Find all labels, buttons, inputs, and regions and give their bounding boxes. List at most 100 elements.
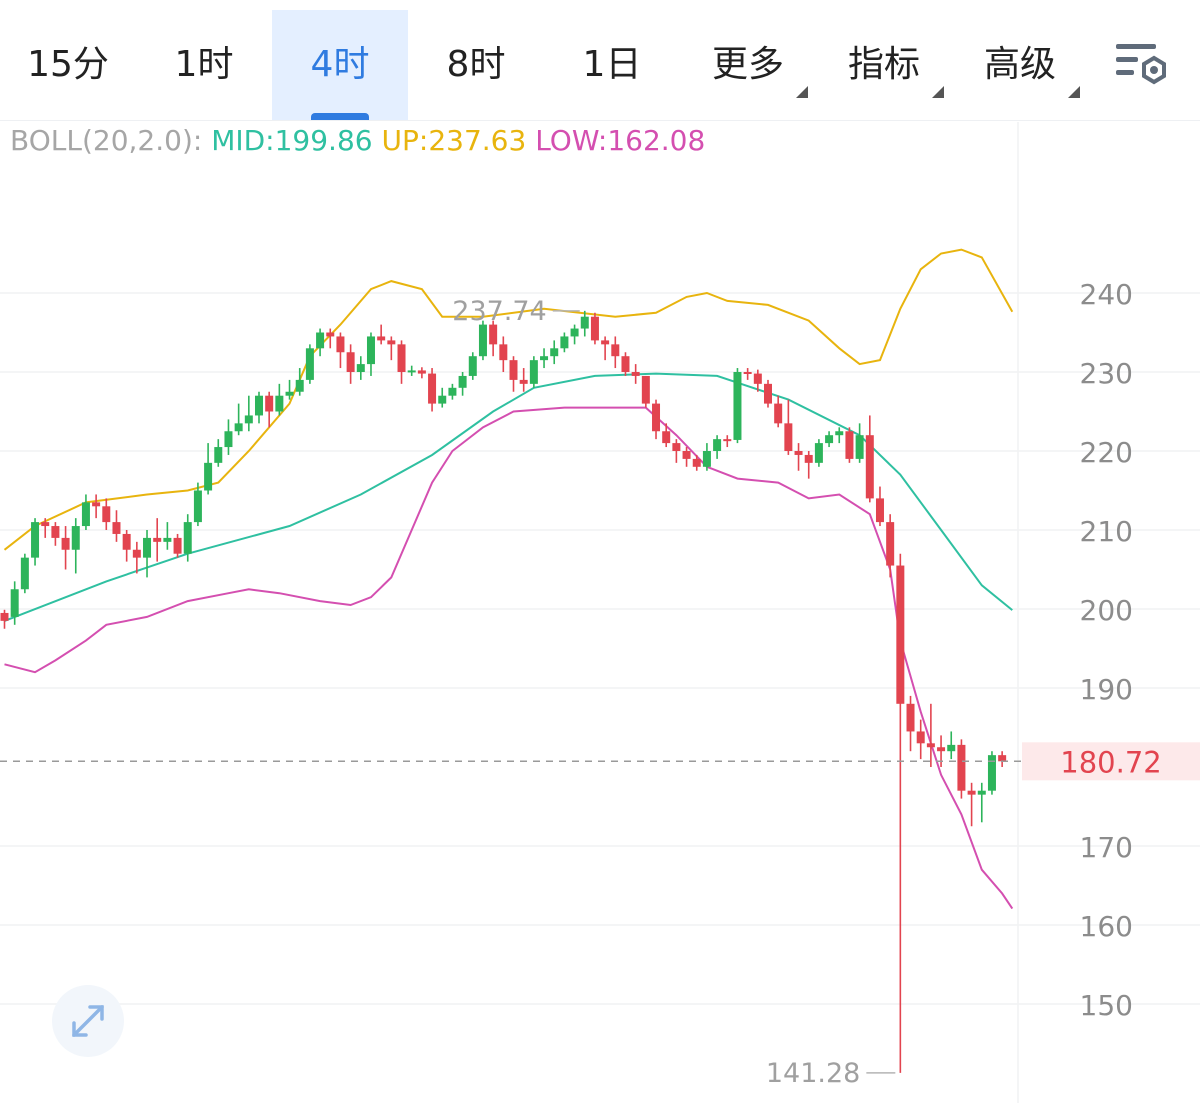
candle-body — [998, 755, 1007, 762]
y-axis-tick-label: 150 — [1080, 989, 1133, 1022]
candle-body — [662, 431, 671, 444]
candle-body — [774, 403, 783, 424]
candle — [987, 751, 996, 795]
candle — [377, 324, 386, 345]
candle — [977, 782, 986, 823]
candle-body — [31, 522, 40, 558]
candle — [326, 328, 335, 349]
candle-body — [937, 747, 946, 752]
candle-body — [0, 612, 9, 621]
candle — [112, 510, 121, 542]
y-axis-tick-label: 240 — [1080, 278, 1133, 311]
y-axis-tick-label: 220 — [1080, 436, 1133, 469]
y-axis-tick-label: 190 — [1080, 673, 1133, 706]
candle — [998, 751, 1007, 767]
candle-body — [743, 372, 752, 374]
candle-body — [51, 526, 60, 538]
candle-body — [560, 336, 569, 349]
candle-body — [407, 370, 416, 373]
candle — [713, 435, 722, 459]
candle — [947, 731, 956, 760]
candle-body — [356, 364, 365, 372]
candle-body — [326, 332, 335, 337]
candle-body — [244, 415, 253, 424]
candle — [682, 447, 691, 467]
candle-body — [285, 391, 294, 396]
tab-indicators[interactable]: 指标 — [816, 10, 952, 120]
candle — [835, 427, 844, 444]
candle — [733, 368, 742, 444]
candle-body — [733, 372, 742, 440]
dropdown-caret-icon — [1068, 86, 1080, 98]
candle — [478, 320, 487, 361]
candle — [489, 320, 498, 357]
chart-settings-button[interactable] — [1112, 40, 1172, 90]
candle — [540, 348, 549, 369]
candle — [794, 443, 803, 471]
tab-1d[interactable]: 1日 — [544, 10, 680, 120]
candle — [804, 451, 813, 479]
last-price-label: 180.72 — [1060, 745, 1161, 779]
candle-body — [305, 348, 314, 380]
candle-body — [926, 743, 935, 748]
candle — [132, 541, 141, 574]
candle — [346, 344, 355, 384]
candle-body — [478, 324, 487, 357]
candle — [631, 364, 640, 384]
candle — [448, 383, 457, 400]
candle — [967, 782, 976, 827]
candle — [81, 494, 90, 530]
candle — [529, 356, 538, 388]
active-tab-indicator — [311, 113, 369, 120]
tab-label: 更多 — [711, 44, 784, 85]
y-axis-tick-label: 230 — [1080, 357, 1133, 390]
candle — [723, 435, 732, 448]
tab-4h[interactable]: 4时 — [272, 10, 408, 120]
candle — [784, 399, 793, 455]
candle — [51, 522, 60, 546]
candle-body — [825, 435, 834, 444]
candle-body — [499, 344, 508, 361]
candle — [295, 368, 304, 396]
candle — [468, 352, 477, 380]
candle — [499, 336, 508, 372]
candle-body — [835, 431, 844, 436]
boll-name: BOLL(20,2.0): — [10, 124, 203, 157]
candle — [886, 514, 895, 578]
candle — [31, 518, 40, 566]
tab-15m[interactable]: 15分 — [0, 10, 136, 120]
timeframe-tab-bar: 15分 1时 4时 8时 1日 更多 指标 高级 — [0, 0, 1200, 121]
candle-body — [122, 533, 131, 550]
candle-body — [631, 372, 640, 376]
candle — [672, 439, 681, 463]
tab-1h[interactable]: 1时 — [136, 10, 272, 120]
tab-8h[interactable]: 8时 — [408, 10, 544, 120]
candle — [193, 482, 202, 527]
candle-body — [590, 316, 599, 341]
tab-label: 1日 — [582, 44, 642, 85]
candle — [641, 375, 650, 408]
candle — [428, 368, 437, 412]
tab-advanced[interactable]: 高级 — [952, 10, 1088, 120]
candle — [590, 312, 599, 345]
boll-low-value: LOW:162.08 — [535, 124, 706, 157]
candle — [743, 368, 752, 380]
tab-more[interactable]: 更多 — [680, 10, 816, 120]
candle-body — [509, 360, 518, 380]
candlestick-chart[interactable]: 240 230 220 210 200 190 170 160 150 180.72 237.74 1… — [0, 122, 1200, 1103]
candle-body — [957, 744, 966, 791]
candle-body — [255, 395, 263, 416]
candle-body — [865, 435, 874, 499]
tab-label: 4时 — [310, 44, 370, 85]
candle — [916, 719, 925, 760]
candle — [845, 427, 854, 463]
candle — [61, 526, 70, 570]
candle — [621, 352, 630, 376]
candle — [41, 518, 50, 538]
candle-body — [570, 328, 579, 337]
candle-body — [234, 423, 243, 432]
candle — [204, 443, 213, 495]
candle-body — [916, 731, 925, 744]
expand-chart-button[interactable] — [52, 985, 124, 1057]
candle-body — [346, 352, 355, 372]
